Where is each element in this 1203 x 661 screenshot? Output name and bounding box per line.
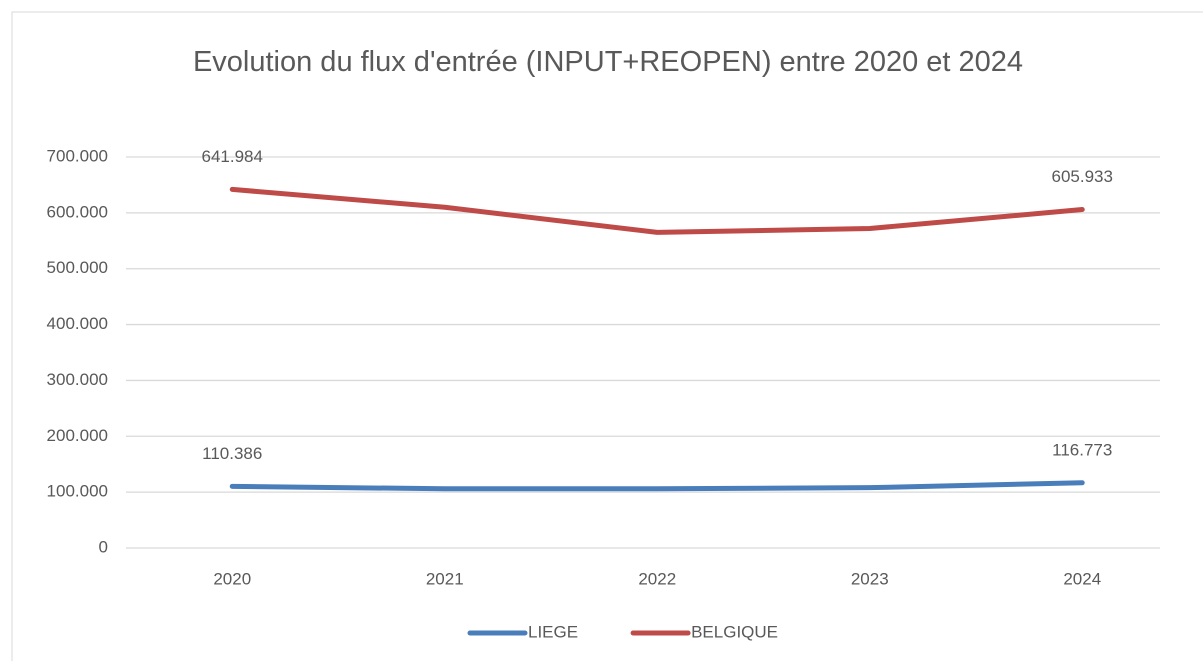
legend-label: LIEGE [528,622,578,641]
y-tick-label: 200.000 [47,426,108,445]
data-label: 641.984 [202,147,263,166]
y-tick-label: 300.000 [47,370,108,389]
x-tick-label: 2023 [851,569,889,588]
data-label: 116.773 [1052,440,1112,459]
x-tick-label: 2020 [213,569,251,588]
y-tick-label: 400.000 [47,314,108,333]
legend-label: BELGIQUE [691,622,778,641]
chart-title: Evolution du flux d'entrée (INPUT+REOPEN… [192,46,1024,78]
chart-border [11,11,1203,661]
series-line [229,480,1085,492]
y-tick-label: 0 [99,537,108,556]
x-tick-label: 2022 [638,569,676,588]
series-line [229,186,1085,235]
data-label: 605.933 [1052,167,1113,186]
x-tick-label: 2021 [426,569,464,588]
data-label: 110.386 [202,444,262,463]
y-tick-label: 700.000 [47,146,108,165]
y-tick-label: 500.000 [47,258,108,277]
y-tick-label: 600.000 [47,202,108,221]
x-tick-label: 2024 [1063,569,1101,588]
y-tick-label: 100.000 [47,482,108,501]
